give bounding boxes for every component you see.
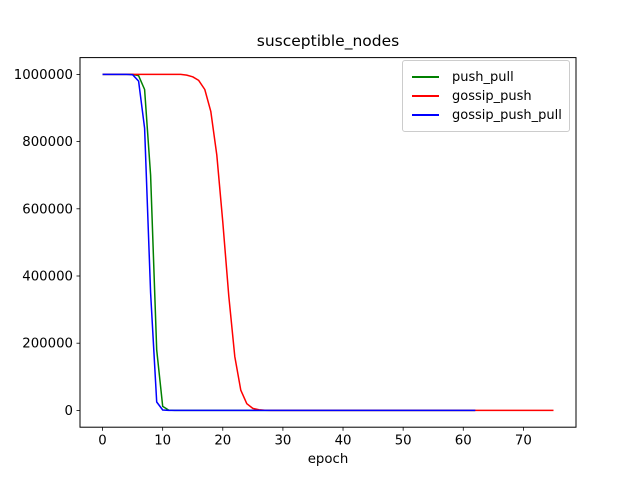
x-tick-label: 50 (395, 434, 412, 449)
y-tick-label: 200000 (22, 337, 73, 352)
legend-line-swatch (412, 114, 439, 116)
x-axis-label: epoch (308, 452, 349, 467)
axes-frame (79, 57, 577, 428)
x-tick-label: 20 (214, 434, 231, 449)
legend-line-swatch (412, 95, 439, 97)
x-tick-label: 0 (98, 434, 106, 449)
legend-line-swatch (412, 76, 439, 78)
axis-ticks (76, 74, 524, 431)
series-line-gossip_push_pull (102, 73, 476, 412)
y-tick-label: 800000 (22, 135, 73, 150)
legend-item-push_pull: push_pull (412, 68, 559, 86)
x-tick-label: 30 (274, 434, 291, 449)
x-tick-label: 60 (455, 434, 472, 449)
legend-item-gossip_push_pull: gossip_push_pull (412, 106, 562, 124)
x-tick-label: 70 (515, 434, 532, 449)
axis-tick-labels: 0 10 20 30 40 50 60 70 0 200000 400000 600000 800000… (14, 68, 532, 449)
legend-item-gossip_push: gossip_push (412, 87, 559, 105)
chart-title: susceptible_nodes (257, 32, 399, 51)
y-tick-label: 1000000 (14, 68, 73, 83)
legend-label: push_pull (452, 69, 514, 85)
y-tick-label: 400000 (22, 270, 73, 285)
legend: push_pull gossip_push gossip_push_pull (402, 60, 570, 132)
series-lines (102, 73, 554, 412)
legend-label: gossip_push_pull (452, 107, 562, 123)
x-tick-label: 10 (154, 434, 171, 449)
legend-label: gossip_push (452, 88, 532, 104)
y-tick-label: 600000 (22, 202, 73, 217)
y-tick-label: 0 (65, 404, 73, 419)
x-tick-label: 40 (335, 434, 352, 449)
